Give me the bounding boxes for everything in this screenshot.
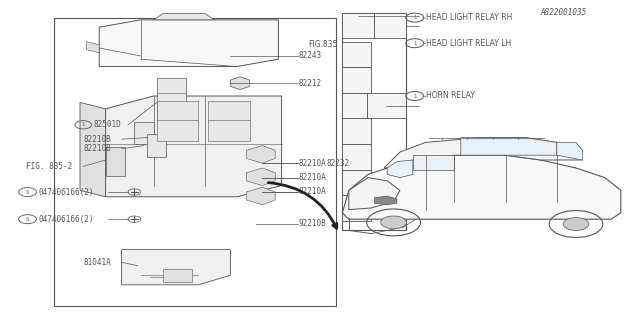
FancyArrowPatch shape (268, 183, 337, 228)
Polygon shape (387, 160, 413, 178)
Text: 82210B: 82210B (83, 135, 111, 144)
Text: 82501D: 82501D (93, 120, 121, 129)
Bar (342, 93, 367, 118)
Bar (367, 93, 406, 118)
Polygon shape (246, 187, 275, 205)
Bar (54, 18, 336, 306)
Text: HEAD LIGHT RELAY RH: HEAD LIGHT RELAY RH (426, 13, 513, 22)
Text: S: S (26, 217, 29, 222)
Polygon shape (342, 155, 621, 219)
Polygon shape (147, 134, 166, 157)
Bar (342, 170, 371, 195)
Polygon shape (374, 196, 397, 205)
Bar (342, 13, 406, 230)
Text: 81041A: 81041A (83, 258, 111, 267)
Text: 047406166(2): 047406166(2) (38, 215, 94, 224)
Bar (374, 13, 406, 38)
Text: 82243: 82243 (299, 52, 322, 60)
Bar (342, 118, 371, 144)
Text: FIG. 835-2: FIG. 835-2 (26, 162, 72, 171)
Bar (342, 195, 371, 221)
Bar (342, 13, 374, 38)
Text: HEAD LIGHT RELAY LH: HEAD LIGHT RELAY LH (426, 39, 511, 48)
Polygon shape (99, 20, 278, 67)
Text: 047406166(2): 047406166(2) (38, 188, 94, 196)
Polygon shape (557, 142, 582, 160)
Text: FIG.835: FIG.835 (308, 40, 337, 49)
Polygon shape (80, 102, 106, 197)
Bar (342, 42, 371, 67)
Text: 82210A: 82210A (299, 188, 326, 196)
Polygon shape (461, 138, 557, 155)
Polygon shape (154, 13, 214, 20)
Polygon shape (413, 155, 454, 170)
Polygon shape (349, 178, 400, 210)
Text: HORN RELAY: HORN RELAY (426, 92, 475, 100)
Bar (157, 101, 198, 122)
Text: S: S (26, 189, 29, 195)
Text: 82232: 82232 (326, 159, 349, 168)
Text: 1: 1 (413, 41, 417, 46)
Text: 92210B: 92210B (299, 220, 326, 228)
Polygon shape (230, 77, 250, 90)
Text: 82210A: 82210A (299, 173, 326, 182)
Text: 1: 1 (81, 122, 85, 127)
Text: 82210B: 82210B (83, 144, 111, 153)
Text: 82212: 82212 (299, 79, 322, 88)
Text: A822001035: A822001035 (540, 8, 586, 17)
Bar (208, 101, 250, 122)
Bar (342, 144, 371, 170)
Bar (157, 120, 198, 141)
Polygon shape (384, 138, 582, 168)
Polygon shape (163, 269, 192, 282)
Circle shape (381, 216, 406, 229)
Bar (342, 67, 371, 93)
Polygon shape (106, 147, 125, 176)
Text: 1: 1 (413, 93, 417, 99)
Polygon shape (246, 146, 275, 163)
Polygon shape (122, 250, 230, 285)
Polygon shape (86, 42, 99, 53)
Polygon shape (134, 122, 154, 144)
Bar (208, 120, 250, 141)
Polygon shape (157, 78, 186, 120)
Polygon shape (106, 96, 282, 197)
Circle shape (563, 218, 589, 230)
Text: 1: 1 (413, 15, 417, 20)
Polygon shape (246, 168, 275, 186)
Text: 82210A: 82210A (299, 159, 326, 168)
